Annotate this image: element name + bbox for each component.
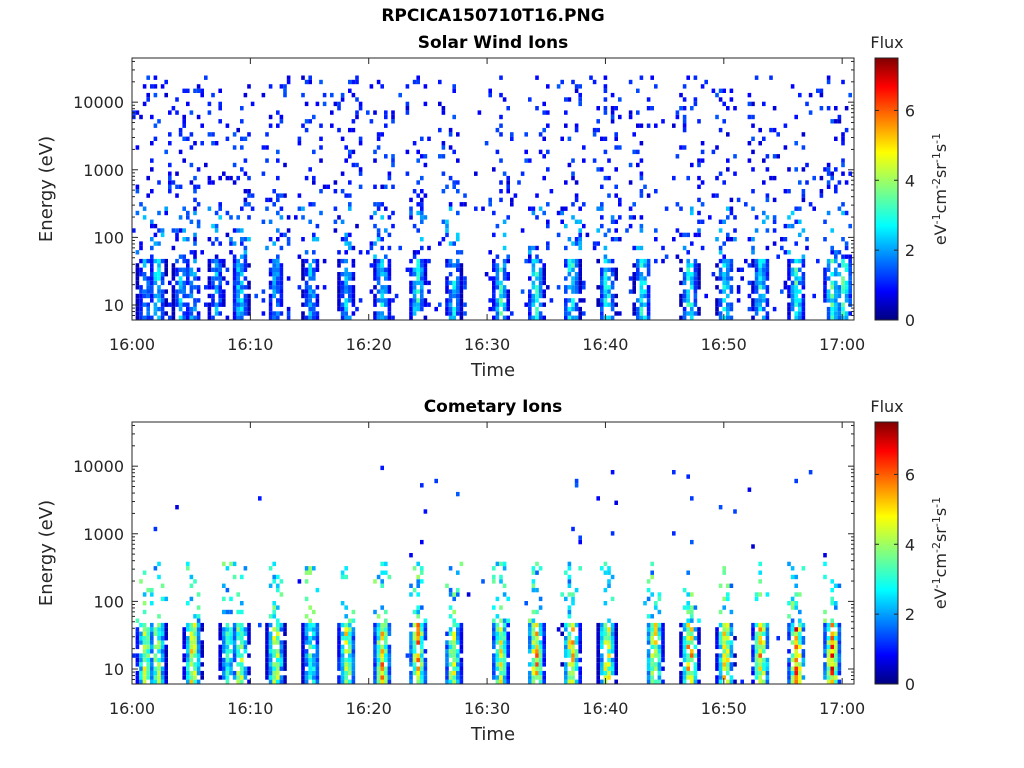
plot-frame <box>131 421 855 685</box>
x-tick-label: 16:20 <box>346 699 392 718</box>
plot-frame <box>131 57 855 321</box>
x-tick-label: 16:30 <box>464 335 510 354</box>
x-tick-label: 16:10 <box>227 699 273 718</box>
x-axis-label: Time <box>470 360 515 381</box>
colorbar: Flux 0 2 4 6 eV-1cm-2sr-1s-1 <box>870 397 950 694</box>
colorbar-unit-label: eV-1cm-2sr-1s-1 <box>930 497 951 609</box>
x-tick-label: 16:20 <box>346 335 392 354</box>
y-axis-label: Energy (eV) <box>36 136 57 242</box>
solar-wind-panel: Solar Wind Ions 10 100 1000 10000 16:00 16:10 1… <box>36 33 950 381</box>
colorbar-tick-label: 6 <box>905 101 915 120</box>
colorbar-title: Flux <box>870 397 903 416</box>
x-tick-label: 16:00 <box>109 699 155 718</box>
spectrogram-cells <box>132 75 852 320</box>
x-tick-label: 16:50 <box>701 335 747 354</box>
y-tick-label: 10 <box>104 296 124 315</box>
colorbar-tick-label: 2 <box>905 241 915 260</box>
colorbar: Flux 0 2 4 6 eV-1cm-2sr-1s-1 <box>870 33 950 330</box>
colorbar-title: Flux <box>870 33 903 52</box>
colorbar-tick-label: 4 <box>905 535 915 554</box>
y-tick-label: 10000 <box>73 93 124 112</box>
x-tick-label: 16:40 <box>582 335 628 354</box>
y-tick-label: 100 <box>93 228 124 247</box>
cometary-ions-panel: Cometary Ions 10 100 1000 10000 16:00 16:10 16:… <box>36 397 950 745</box>
colorbar-tick-label: 0 <box>905 675 915 694</box>
colorbar-tick-label: 4 <box>905 171 915 190</box>
y-tick-label: 1000 <box>83 161 124 180</box>
x-tick-label: 16:00 <box>109 335 155 354</box>
x-tick-label: 16:50 <box>701 699 747 718</box>
colorbar-unit-label: eV-1cm-2sr-1s-1 <box>930 133 951 245</box>
x-tick-label: 17:00 <box>819 699 865 718</box>
x-tick-label: 16:30 <box>464 699 510 718</box>
figure-title: RPCICA150710T16.PNG <box>381 6 605 26</box>
y-tick-label: 1000 <box>83 525 124 544</box>
colorbar-tick-label: 2 <box>905 605 915 624</box>
colorbar-gradient <box>874 57 899 321</box>
colorbar-tick-label: 6 <box>905 465 915 484</box>
x-axis-label: Time <box>470 724 515 745</box>
x-tick-label: 16:40 <box>582 699 628 718</box>
spectrogram-cells <box>132 465 842 684</box>
x-tick-label: 17:00 <box>819 335 865 354</box>
y-tick-label: 100 <box>93 592 124 611</box>
y-tick-label: 10000 <box>73 457 124 476</box>
panel-title: Cometary Ions <box>424 397 563 417</box>
panel-title: Solar Wind Ions <box>418 33 569 53</box>
colorbar-gradient <box>874 421 899 685</box>
y-axis-label: Energy (eV) <box>36 500 57 606</box>
colorbar-tick-label: 0 <box>905 311 915 330</box>
x-tick-label: 16:10 <box>227 335 273 354</box>
y-tick-label: 10 <box>104 660 124 679</box>
